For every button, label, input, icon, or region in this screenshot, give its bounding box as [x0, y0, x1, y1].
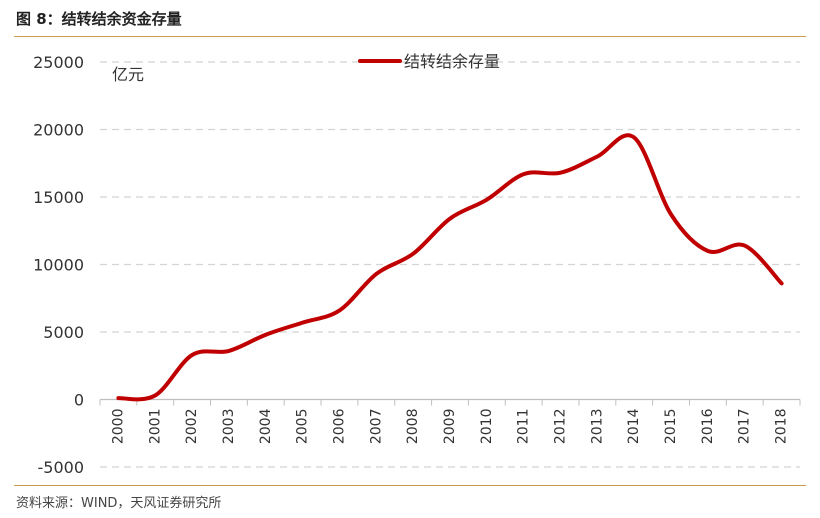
- x-tick-label: 2001: [147, 409, 163, 445]
- x-tick-label: 2014: [626, 408, 642, 444]
- data-point: [706, 249, 710, 253]
- series-lines: [116, 133, 784, 402]
- x-tick-label: 2011: [516, 409, 532, 445]
- data-point: [374, 272, 378, 276]
- data-point: [190, 353, 194, 357]
- y-tick-label: 25000: [33, 53, 84, 72]
- data-point: [522, 172, 526, 176]
- x-tick-label: 2000: [110, 409, 126, 445]
- x-tick-label: 2006: [331, 408, 347, 444]
- y-tick-label: 0: [74, 391, 84, 410]
- series-line: [116, 133, 784, 402]
- x-tick-label: 2016: [700, 408, 716, 444]
- x-tick-label: 2003: [221, 409, 237, 445]
- x-tick-label: 2005: [295, 409, 311, 445]
- x-tick-label: 2017: [737, 409, 753, 445]
- bottom-rule: [14, 485, 806, 486]
- data-point: [227, 349, 231, 353]
- data-point: [116, 396, 120, 400]
- x-tick-label: 2010: [479, 409, 495, 445]
- data-point: [411, 252, 415, 256]
- x-tick-label: 2013: [589, 409, 605, 445]
- data-point: [264, 333, 268, 337]
- top-rule: [14, 36, 806, 37]
- data-point: [595, 155, 599, 159]
- data-point: [153, 393, 157, 397]
- y-unit-label: 亿元: [112, 65, 144, 84]
- data-point: [669, 213, 673, 217]
- x-tick-label: 2004: [258, 408, 274, 444]
- legend-label: 结转结余存量: [404, 52, 500, 71]
- x-tick-label: 2018: [774, 409, 790, 445]
- data-point: [485, 198, 489, 202]
- source-note: 资料来源：WIND，天风证券研究所: [16, 496, 222, 511]
- x-tick-label: 2002: [184, 409, 200, 445]
- data-point: [632, 136, 636, 140]
- x-tick-label: 2008: [405, 409, 421, 445]
- x-tick-labels: 2000 2001 2002 2003 2004 2005 2006 2007 2008 2009…: [110, 408, 789, 444]
- data-point: [780, 281, 784, 285]
- y-tick-label: -5000: [38, 458, 85, 477]
- grid-lines: [100, 61, 800, 468]
- y-tick-label: 5000: [43, 323, 84, 342]
- data-point: [743, 244, 747, 248]
- axes: [99, 398, 801, 406]
- x-tick-label: 2009: [442, 409, 458, 445]
- data-point: [337, 308, 341, 312]
- legend: 结转结余存量: [358, 52, 500, 71]
- x-tick-label: 2012: [553, 409, 569, 445]
- y-tick-labels: -5000 0 5000 10000 15000 20000 25000: [33, 53, 84, 477]
- figure-title: 图 8：结转结余资金存量: [16, 10, 182, 28]
- y-tick-label: 20000: [33, 121, 84, 140]
- x-tick-label: 2007: [368, 409, 384, 445]
- data-point: [559, 171, 563, 175]
- y-tick-label: 10000: [33, 256, 84, 275]
- data-point: [301, 321, 305, 325]
- data-point: [448, 217, 452, 221]
- y-tick-label: 15000: [33, 188, 84, 207]
- x-tick-label: 2015: [663, 409, 679, 445]
